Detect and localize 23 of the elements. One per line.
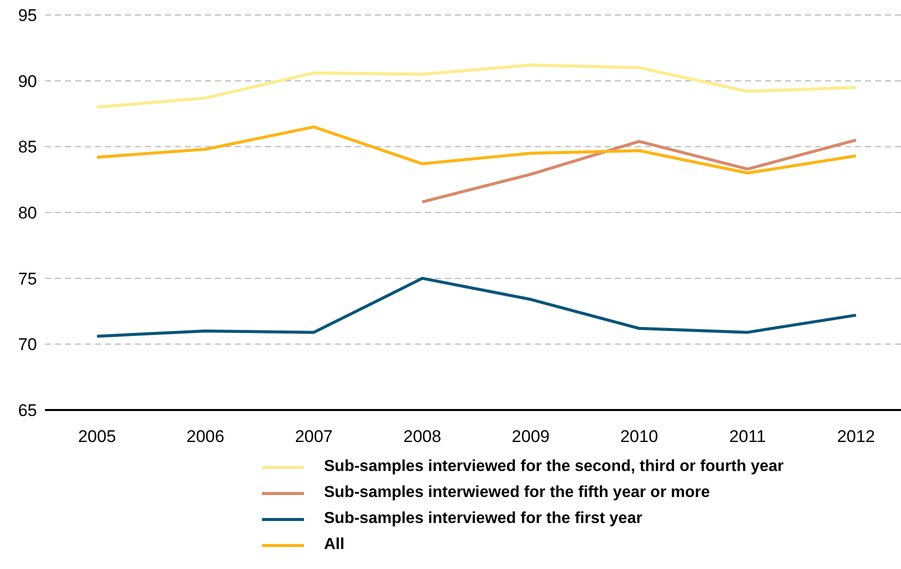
line-series [96,64,858,109]
line-series [96,276,858,338]
y-tick-label: 85 [18,138,37,157]
line-series [420,138,858,204]
y-tick-label: 65 [18,401,37,420]
legend-label: Sub-samples interviewed for the first year [324,510,642,528]
y-tick-label: 95 [18,6,37,26]
y-tick-label: 80 [18,204,37,223]
y-tick-label: 75 [18,269,37,288]
legend-label: Sub-samples interviewed for the second, third or fourth year [324,458,784,476]
x-tick-label: 2005 [78,427,116,446]
x-tick-label: 2006 [186,427,224,446]
x-tick-label: 2007 [294,427,333,446]
y-tick-label: 70 [18,335,37,354]
x-tick-label: 2011 [729,427,766,446]
x-tick-label: 2012 [837,427,875,446]
line-series [96,125,858,174]
x-tick-label: 2008 [403,427,442,446]
x-tick-label: 2009 [512,427,550,446]
x-tick-label: 2010 [620,427,658,446]
legend-label: All [324,536,344,554]
y-tick-label: 90 [18,72,37,91]
legend-label: Sub-samples interwiewed for the fifth year or more [324,484,710,502]
